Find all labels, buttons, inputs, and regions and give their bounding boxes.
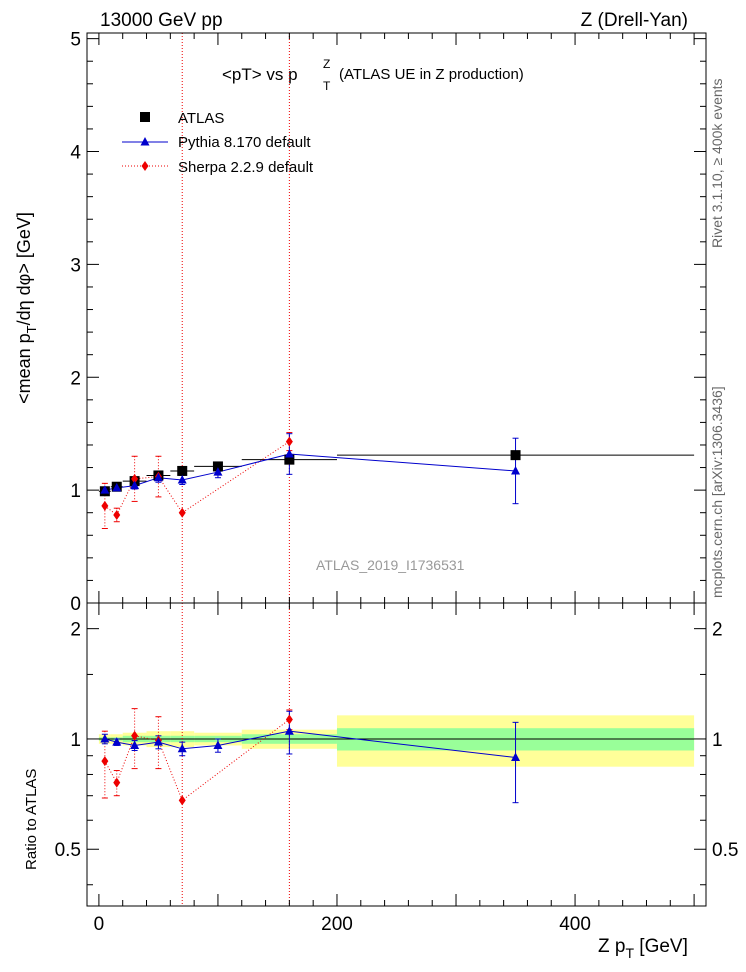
ratio-y-tick-label-left: 2 [70, 620, 81, 641]
pythia-ratio-point [213, 740, 223, 749]
y-tick-label: 5 [70, 30, 81, 51]
rivet-label: Rivet 3.1.10, ≥ 400k events [709, 78, 725, 248]
y-tick-label: 3 [70, 255, 81, 276]
legend-label-pythia: Pythia 8.170 default [178, 134, 311, 151]
legend-marker-pythia [140, 137, 150, 146]
pythia-ratio-point [130, 740, 140, 749]
sherpa-point [178, 507, 186, 518]
ratio-y-label: Ratio to ATLAS [23, 769, 40, 870]
main-panel: 0 1 2 3 4 5 [70, 30, 707, 615]
ratio-y-tick-label-right: 1 [712, 730, 723, 751]
ratio-y-tick-label-left: 1 [70, 730, 81, 751]
ratio-y-tick-label-right: 2 [712, 620, 723, 641]
x-tick-label: 0 [94, 914, 105, 935]
atlas-point [510, 450, 521, 461]
pythia-ratio-point [511, 752, 521, 761]
x-tick-label: 200 [321, 914, 353, 935]
pythia-point [213, 467, 223, 476]
pythia-ratio-point [100, 733, 110, 743]
pythia-ratio-point [284, 726, 294, 735]
atlas-point [212, 461, 223, 472]
pythia-ratio-point [112, 737, 122, 746]
title-sup: Z [323, 57, 330, 71]
legend-label-sherpa: Sherpa 2.2.9 default [178, 159, 314, 176]
x-axis-label-text: Z pT [GeV] [598, 936, 688, 961]
sherpa-point [113, 509, 121, 520]
main-data-points [98, 432, 695, 530]
sherpa-ratio-point [101, 756, 109, 767]
sherpa-ratio-point [285, 714, 293, 725]
ratio-axes: 0.5 0.5 1 1 2 2 0 200 400 [55, 602, 738, 935]
pythia-point [112, 482, 122, 492]
sherpa-point [285, 436, 293, 447]
pythia-point [153, 472, 163, 482]
pythia-point [100, 485, 110, 494]
pythia-point [511, 465, 521, 475]
x-tick-label: 400 [559, 914, 591, 935]
ratio-reference-lines [181, 603, 290, 906]
plot-title: <pT> vs p Z T (ATLAS UE in Z production) [222, 57, 524, 93]
ratio-data-points [100, 708, 521, 806]
y-tick-label: 2 [70, 368, 81, 389]
watermark: ATLAS_2019_I1736531 [316, 557, 465, 573]
pythia-point [130, 480, 140, 490]
legend-marker-atlas [140, 112, 150, 122]
header-right: Z (Drell-Yan) [581, 10, 688, 31]
title-main: <pT> vs p [222, 65, 298, 84]
ratio-y-tick-label-left: 0.5 [55, 840, 81, 861]
main-axes: 0 1 2 3 4 5 [70, 30, 707, 615]
uncertainty-bands [98, 715, 695, 767]
y-tick-label: 0 [70, 594, 81, 615]
atlas-point [284, 454, 295, 465]
main-y-label: <mean pT/dη dφ> [GeV] [14, 212, 39, 404]
pythia-ratio-point [177, 743, 187, 753]
legend-marker-sherpa [141, 161, 149, 171]
sherpa-point [101, 500, 109, 511]
pythia-point [284, 449, 294, 458]
ratio-panel: 0.5 0.5 1 1 2 2 0 200 400 [55, 602, 738, 935]
sherpa-point [131, 473, 139, 484]
x-axis-label: Z pT [GeV] [598, 936, 688, 961]
mcplots-label: mcplots.cern.ch [arXiv:1306.3436] [709, 386, 725, 598]
header-left: 13000 GeV pp [100, 10, 223, 31]
panel-frame [86, 602, 707, 907]
sherpa-ratio-point [113, 777, 121, 788]
legend: ATLAS Pythia 8.170 default Sherpa 2.2.9 … [122, 110, 314, 176]
y-tick-label: 4 [70, 143, 81, 164]
title-sub: T [323, 79, 331, 93]
title-rest: (ATLAS UE in Z production) [339, 66, 524, 83]
sherpa-ratio-point [131, 730, 139, 741]
pythia-point [177, 474, 187, 484]
ratio-y-tick-label-right: 0.5 [712, 840, 738, 861]
legend-label-atlas: ATLAS [178, 110, 224, 127]
y-tick-label: 1 [70, 481, 81, 502]
atlas-point [177, 465, 188, 476]
main-y-label-text: <mean pT/dη dφ> [GeV] [14, 212, 39, 404]
pythia-ratio-line [104, 730, 516, 758]
pythia-ratio-point [153, 737, 163, 746]
sherpa-ratio-point [178, 795, 186, 806]
